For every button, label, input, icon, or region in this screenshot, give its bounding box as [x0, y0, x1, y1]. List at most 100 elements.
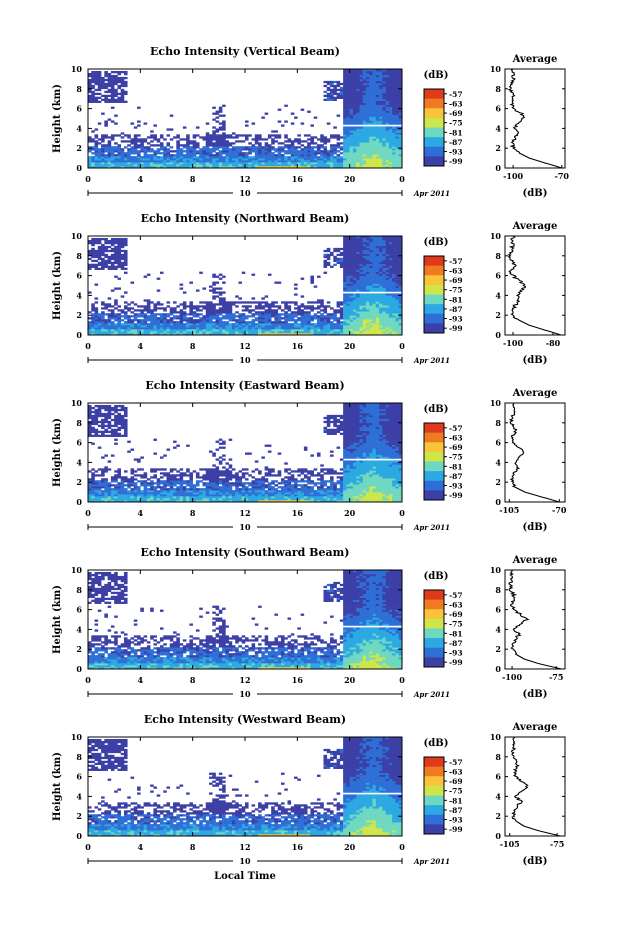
- heatmap-cell: [395, 243, 400, 247]
- heatmap-cell: [91, 426, 95, 430]
- heatmap-cell: [254, 142, 259, 145]
- heatmap-cell: [88, 74, 92, 78]
- heatmap-cell: [271, 162, 275, 165]
- heatmap-cell: [359, 148, 364, 151]
- heatmap-cell: [392, 333, 396, 336]
- heatmap-cell: [159, 160, 164, 163]
- heatmap-cell: [137, 158, 141, 161]
- heatmap-cell: [166, 331, 171, 334]
- heatmap-cell: [101, 267, 105, 270]
- heatmap-cell: [114, 434, 118, 437]
- heatmap-cell: [310, 331, 314, 334]
- heatmap-cell: [199, 317, 203, 320]
- heatmap-cell: [107, 100, 112, 103]
- heatmap-cell: [225, 148, 229, 151]
- heatmap-cell: [330, 325, 334, 328]
- heatmap-cell: [120, 319, 125, 322]
- heatmap-cell: [359, 126, 364, 129]
- heatmap-cell: [316, 305, 321, 308]
- heatmap-cell: [261, 152, 265, 155]
- heatmap-cell: [392, 80, 396, 84]
- heatmap-cell: [398, 239, 403, 243]
- heatmap-cell: [228, 156, 233, 159]
- heatmap-cell: [356, 307, 360, 310]
- heatmap-cell: [339, 142, 344, 145]
- heatmap-cell: [179, 156, 184, 159]
- heatmap-cell: [153, 158, 157, 161]
- heatmap-cell: [97, 484, 102, 487]
- heatmap-cell: [94, 484, 99, 487]
- heatmap-cell: [110, 152, 115, 155]
- heatmap-cell: [385, 108, 390, 111]
- heatmap-cell: [166, 333, 171, 336]
- heatmap-cell: [379, 162, 383, 165]
- colorbar-swatch: [424, 307, 444, 311]
- heatmap-cell: [369, 92, 373, 96]
- heatmap-cell: [166, 315, 171, 318]
- heatmap-cell: [104, 303, 108, 306]
- heatmap-cell: [388, 333, 393, 336]
- heatmap-cell: [294, 321, 298, 324]
- heatmap-cell: [251, 166, 256, 169]
- heatmap-cell: [339, 317, 344, 320]
- heatmap-cell: [169, 162, 174, 165]
- heatmap-cell: [395, 251, 400, 255]
- heatmap-cell: [287, 327, 292, 330]
- heatmap-cell: [137, 498, 141, 501]
- heatmap-cell: [107, 72, 112, 76]
- heatmap-cell: [398, 164, 403, 167]
- heatmap-cell: [114, 78, 118, 82]
- heatmap-cell: [202, 331, 207, 334]
- heatmap-cell: [91, 162, 95, 165]
- heatmap-cell: [388, 126, 393, 129]
- heatmap-cell: [310, 315, 314, 318]
- heatmap-cell: [346, 293, 350, 296]
- heatmap-cell: [179, 311, 184, 314]
- heatmap-cell: [107, 150, 112, 153]
- heatmap-cell: [323, 255, 328, 259]
- heatmap-cell: [114, 315, 118, 318]
- heatmap-cell: [375, 88, 380, 92]
- heatmap-cell: [123, 484, 128, 487]
- heatmap-cell: [300, 164, 305, 167]
- heatmap-cell: [356, 114, 360, 117]
- heatmap-cell: [140, 321, 144, 324]
- heatmap-cell: [372, 80, 377, 84]
- heatmap-cell: [140, 329, 144, 332]
- heatmap-cell: [323, 138, 328, 141]
- heatmap-cell: [251, 325, 256, 328]
- heatmap-cell: [362, 144, 367, 147]
- heatmap-cell: [176, 329, 180, 332]
- heatmap-cell: [271, 311, 275, 314]
- heatmap-cell: [120, 414, 125, 418]
- heatmap-cell: [369, 164, 373, 167]
- heatmap-cell: [362, 315, 367, 318]
- heatmap-cell: [251, 313, 256, 316]
- heatmap-cell: [398, 94, 403, 98]
- heatmap-cell: [300, 321, 305, 324]
- heatmap-cell: [395, 148, 400, 151]
- heatmap-cell: [274, 329, 279, 332]
- heatmap-cell: [156, 317, 161, 320]
- heatmap-cell: [280, 166, 285, 169]
- heatmap-cell: [120, 404, 125, 408]
- heatmap-cell: [359, 253, 364, 257]
- heatmap-cell: [94, 408, 99, 412]
- heatmap-cell: [362, 110, 367, 113]
- heatmap-cell: [287, 317, 292, 320]
- heatmap-cell: [101, 146, 105, 149]
- heatmap-cell: [346, 144, 350, 147]
- heatmap-cell: [343, 82, 347, 86]
- heatmap-cell: [352, 136, 357, 139]
- heatmap-cell: [277, 142, 282, 145]
- heatmap-cell: [186, 305, 190, 308]
- heatmap-cell: [163, 138, 167, 141]
- heatmap-cell: [88, 162, 92, 165]
- heatmap-cell: [362, 271, 367, 274]
- heatmap-cell: [388, 138, 393, 141]
- heatmap-cell: [104, 148, 108, 151]
- heatmap-cell: [369, 86, 373, 90]
- colorbar-swatch: [424, 288, 444, 292]
- heatmap-cell: [202, 150, 207, 153]
- heatmap-cell: [385, 307, 390, 310]
